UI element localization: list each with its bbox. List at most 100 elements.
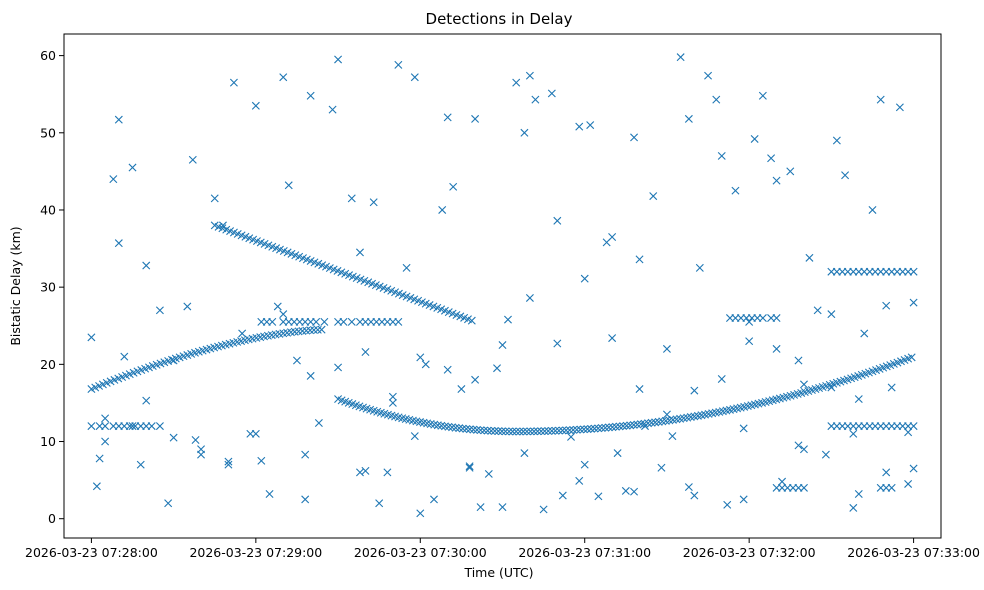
marker-cluster-12-left	[87, 422, 96, 431]
y-tick-label: 50	[40, 125, 56, 140]
marker-parabolic-track	[533, 427, 542, 436]
marker-parabolic-track	[537, 427, 546, 436]
marker-noise	[301, 495, 310, 504]
marker-parabolic-track	[451, 423, 460, 432]
x-tick-label: 2026-03-23 07:31:00	[518, 545, 651, 560]
marker-noise	[328, 105, 337, 114]
marker-noise	[778, 477, 787, 486]
marker-parabolic-track	[626, 421, 635, 430]
marker-noise	[361, 466, 370, 475]
marker-cluster-12-left	[101, 422, 110, 431]
marker-noise	[594, 492, 603, 501]
marker-noise	[668, 432, 677, 441]
marker-parabolic-track	[497, 427, 506, 436]
marker-noise	[355, 248, 364, 257]
marker-noise	[169, 356, 178, 365]
y-axis-label: Bistatic Delay (km)	[8, 226, 23, 345]
marker-parabolic-track	[611, 422, 620, 431]
marker-noise	[553, 339, 562, 348]
marker-parabolic-track	[480, 426, 489, 435]
y-tick-label: 40	[40, 202, 56, 217]
marker-parabolic-track	[590, 424, 599, 433]
marker-noise	[197, 450, 206, 459]
y-tick-label: 60	[40, 48, 56, 63]
marker-noise	[410, 432, 419, 441]
marker-noise	[87, 333, 96, 342]
marker-parabolic-track	[554, 426, 563, 435]
marker-parabolic-track	[576, 425, 585, 434]
marker-noise	[484, 469, 493, 478]
marker-noise	[355, 468, 364, 477]
marker-noise	[334, 363, 343, 372]
marker-noise	[745, 317, 754, 326]
y-tick-label: 10	[40, 434, 56, 449]
marker-noise	[388, 398, 397, 407]
marker-cluster-25-mid	[347, 317, 356, 326]
marker-noise	[142, 261, 151, 270]
marker-noise	[169, 433, 178, 442]
marker-noise	[750, 134, 759, 143]
marker-noise	[641, 422, 650, 431]
marker-noise	[613, 449, 622, 458]
marker-noise	[142, 396, 151, 405]
marker-noise	[120, 352, 129, 361]
marker-parabolic-track	[622, 421, 631, 430]
marker-noise	[128, 163, 137, 172]
marker-noise	[882, 468, 891, 477]
x-tick-label: 2026-03-23 07:33:00	[847, 545, 980, 560]
marker-noise	[191, 435, 200, 444]
marker-parabolic-track	[505, 427, 514, 436]
marker-noise	[821, 450, 830, 459]
marker-noise	[92, 482, 101, 491]
marker-noise	[772, 344, 781, 353]
marker-noise	[575, 122, 584, 131]
marker-noise	[471, 114, 480, 123]
marker-noise	[553, 216, 562, 225]
marker-parabolic-track	[594, 424, 603, 433]
marker-cluster-4-right	[887, 483, 896, 492]
marker-noise	[210, 194, 219, 203]
axes-frame	[63, 33, 942, 539]
marker-parabolic-track	[462, 424, 471, 433]
x-tick-label: 2026-03-23 07:30:00	[354, 545, 487, 560]
marker-noise	[369, 198, 378, 207]
marker-noise	[799, 445, 808, 454]
marker-cluster-26-right	[758, 314, 767, 323]
marker-noise	[301, 450, 310, 459]
marker-cluster-25-mid	[339, 317, 348, 326]
marker-parabolic-track	[540, 427, 549, 436]
marker-noise	[904, 479, 913, 488]
marker-cluster-12-left	[128, 422, 137, 431]
marker-noise	[224, 457, 233, 466]
marker-parabolic-track	[604, 423, 613, 432]
marker-noise	[794, 356, 803, 365]
marker-noise	[416, 509, 425, 518]
marker-parabolic-track	[469, 425, 478, 434]
marker-noise	[443, 113, 452, 122]
marker-noise	[306, 371, 315, 380]
marker-noise	[832, 136, 841, 145]
marker-noise	[690, 386, 699, 395]
marker-noise	[704, 71, 713, 80]
marker-noise	[739, 495, 748, 504]
y-tick-label: 30	[40, 280, 56, 295]
marker-noise	[525, 71, 534, 80]
marker-parabolic-track	[629, 420, 638, 429]
marker-parabolic-track	[636, 420, 645, 429]
marker-parabolic-track	[587, 424, 596, 433]
marker-noise	[498, 341, 507, 350]
marker-noise	[767, 154, 776, 163]
marker-cluster-25-mid	[312, 317, 321, 326]
marker-parabolic-track	[515, 427, 524, 436]
marker-parabolic-track	[907, 353, 916, 362]
marker-noise	[394, 60, 403, 69]
marker-noise	[684, 114, 693, 123]
x-tick-label: 2026-03-23 07:29:00	[189, 545, 322, 560]
marker-noise	[101, 414, 110, 423]
marker-noise	[876, 95, 885, 104]
marker-noise	[347, 194, 356, 203]
marker-noise	[164, 499, 173, 508]
marker-noise	[218, 221, 227, 230]
marker-cluster-26-right	[772, 314, 781, 323]
marker-noise	[882, 301, 891, 310]
